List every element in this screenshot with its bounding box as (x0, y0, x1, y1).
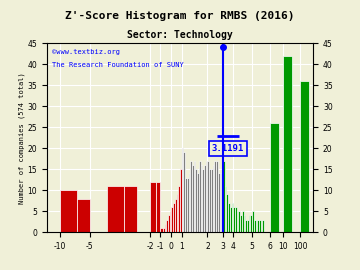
Bar (206, 161, 207, 232)
Text: 3.1191: 3.1191 (212, 144, 244, 153)
Bar (238, 211, 240, 232)
Bar (202, 169, 204, 232)
Bar (156, 182, 160, 232)
Bar (252, 211, 254, 232)
Bar (160, 228, 163, 232)
Bar (192, 165, 194, 232)
Bar (168, 215, 170, 232)
Bar (163, 228, 165, 232)
Bar (107, 186, 124, 232)
Bar (180, 169, 182, 232)
Y-axis label: Number of companies (574 total): Number of companies (574 total) (18, 72, 24, 204)
Bar (247, 220, 249, 232)
Bar (195, 169, 197, 232)
Bar (187, 178, 189, 232)
Bar (245, 220, 247, 232)
Bar (204, 165, 206, 232)
Bar (197, 173, 199, 232)
Bar (189, 173, 190, 232)
Bar (218, 173, 220, 232)
Bar (231, 203, 233, 232)
Bar (185, 178, 187, 232)
Bar (214, 161, 216, 232)
Bar (230, 207, 231, 232)
Bar (225, 186, 226, 232)
Bar (244, 215, 245, 232)
Bar (171, 207, 173, 232)
Bar (178, 186, 180, 232)
Bar (190, 161, 192, 232)
Bar (201, 165, 202, 232)
Bar (249, 215, 251, 232)
Bar (173, 203, 175, 232)
Bar (226, 194, 228, 232)
Bar (207, 161, 209, 232)
Bar (242, 211, 244, 232)
Bar (254, 220, 256, 232)
Bar (124, 186, 137, 232)
Bar (60, 190, 77, 232)
Bar (221, 173, 223, 232)
Bar (262, 220, 264, 232)
Text: Sector: Technology: Sector: Technology (127, 30, 233, 40)
Bar (270, 123, 279, 232)
Bar (228, 203, 230, 232)
Bar (182, 148, 184, 232)
Bar (216, 161, 218, 232)
Bar (283, 56, 292, 232)
Bar (220, 173, 221, 232)
Bar (166, 220, 168, 232)
Bar (257, 220, 259, 232)
Bar (237, 211, 238, 232)
Bar (223, 161, 225, 232)
Bar (213, 165, 214, 232)
Bar (233, 207, 235, 232)
Bar (235, 207, 237, 232)
Bar (170, 211, 171, 232)
Bar (175, 199, 176, 232)
Bar (150, 182, 156, 232)
Bar (240, 215, 242, 232)
Bar (77, 199, 90, 232)
Bar (259, 220, 261, 232)
Text: ©www.textbiz.org: ©www.textbiz.org (52, 49, 120, 55)
Bar (261, 220, 262, 232)
Text: Z'-Score Histogram for RMBS (2016): Z'-Score Histogram for RMBS (2016) (65, 11, 295, 21)
Bar (209, 169, 211, 232)
Bar (184, 152, 185, 232)
Bar (300, 81, 309, 232)
Bar (199, 161, 201, 232)
Bar (194, 161, 195, 232)
Bar (251, 215, 252, 232)
Bar (211, 169, 213, 232)
Bar (256, 220, 257, 232)
Text: The Research Foundation of SUNY: The Research Foundation of SUNY (52, 62, 184, 68)
Bar (176, 194, 178, 232)
Bar (165, 224, 166, 232)
